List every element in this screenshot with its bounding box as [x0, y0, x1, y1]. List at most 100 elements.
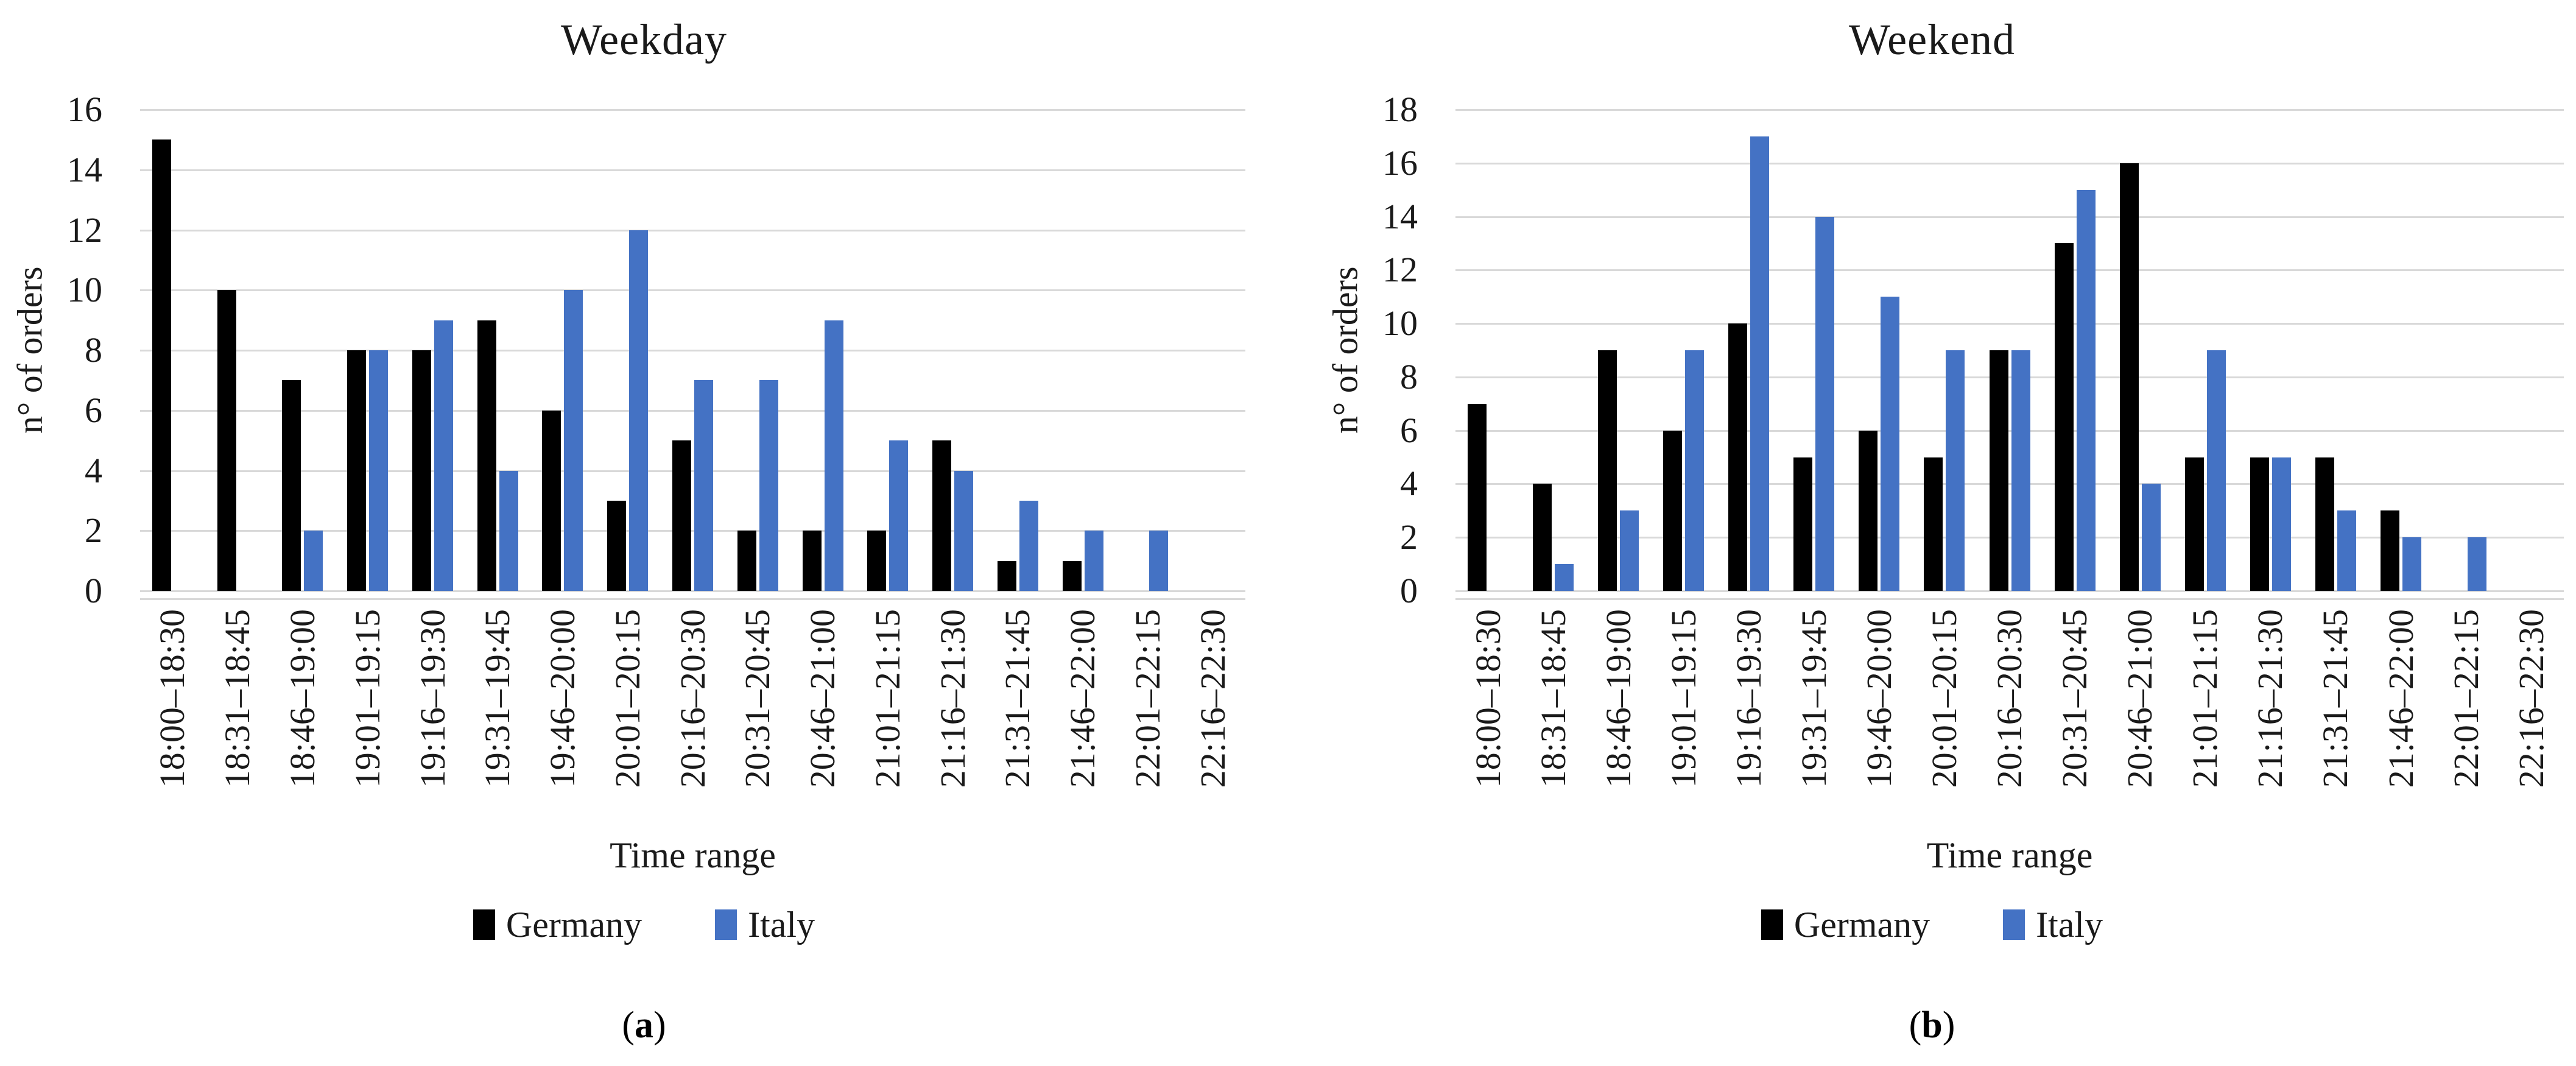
legend-item-germany: Germany	[473, 906, 642, 943]
x-tick-cell: 22:16–22:30	[1180, 609, 1245, 788]
y-tick-label: 2	[1400, 517, 1418, 557]
caption-paren: (	[622, 1004, 635, 1046]
x-tick-label: 19:31–19:45	[1793, 609, 1834, 788]
x-tick-cell: 21:46–22:00	[2368, 609, 2433, 788]
y-tick-label: 14	[1382, 196, 1418, 236]
legend-item-italy: Italy	[715, 906, 815, 943]
gridline	[140, 590, 1245, 592]
bar-germany	[802, 531, 822, 591]
x-tick-cell: 20:31–20:45	[2043, 609, 2108, 788]
x-tick-label: 19:01–19:15	[347, 609, 387, 788]
gridline	[140, 350, 1245, 351]
chart-title: Weekday	[560, 15, 728, 64]
x-tick-label: 20:31–20:45	[2055, 609, 2095, 788]
bar-italy	[1946, 350, 1965, 591]
bar-group-22:16–22:30	[1180, 110, 1245, 591]
bar-group-19:16–19:30	[1716, 110, 1781, 591]
x-tick-label: 18:31–18:45	[217, 609, 258, 788]
figure-weekday: Weekday n° of orders 0 2 4 6 8 10 12 14 16 18:00…	[10, 15, 1245, 1046]
bar-group-21:16–21:30	[2238, 110, 2303, 591]
x-tick-cell: 21:01–21:15	[855, 609, 920, 788]
x-tick-label: 18:00–18:30	[1468, 609, 1508, 788]
x-tick-label: 19:46–20:00	[1859, 609, 1899, 788]
bar-group-20:01–20:15	[1912, 110, 1977, 591]
bar-italy	[1620, 510, 1639, 591]
bar-germany	[1468, 403, 1487, 591]
x-tick-cell: 18:00–18:30	[140, 609, 205, 788]
bar-groups	[1455, 110, 2564, 591]
x-tick-label: 22:01–22:15	[2446, 609, 2486, 788]
bar-italy	[304, 531, 323, 591]
bar-group-21:31–21:45	[985, 110, 1050, 591]
x-tick-label: 19:01–19:15	[1663, 609, 1703, 788]
bar-italy	[1881, 297, 1900, 591]
y-tick-label: 14	[67, 149, 102, 189]
bar-italy	[499, 470, 518, 591]
bar-group-18:00–18:30	[1455, 110, 1521, 591]
bar-group-18:46–19:00	[1586, 110, 1651, 591]
bar-germany	[737, 531, 756, 591]
bar-germany	[217, 290, 236, 591]
x-axis-line	[140, 598, 1245, 600]
bar-group-22:01–22:15	[1115, 110, 1180, 591]
gridline	[1455, 109, 2564, 111]
x-tick-cell: 18:31–18:45	[205, 609, 270, 788]
gridline	[140, 229, 1245, 231]
bar-group-21:46–22:00	[1050, 110, 1116, 591]
x-tick-label: 21:46–22:00	[1063, 609, 1103, 788]
bar-groups	[140, 110, 1245, 591]
bar-italy	[759, 380, 778, 591]
bar-italy	[1750, 136, 1770, 591]
x-tick-label: 21:16–21:30	[932, 609, 973, 788]
y-tick-label: 4	[1400, 464, 1418, 504]
x-tick-label: 18:00–18:30	[152, 609, 192, 788]
x-tick-label: 20:46–21:00	[803, 609, 843, 788]
x-tick-label: 22:16–22:30	[2511, 609, 2551, 788]
bar-group-19:31–19:45	[1781, 110, 1846, 591]
legend-swatch	[715, 909, 737, 940]
bar-group-21:01–21:15	[855, 110, 920, 591]
bar-germany	[1989, 350, 2008, 591]
bar-italy	[2076, 189, 2096, 591]
plot-area	[140, 109, 1245, 600]
bar-italy	[2402, 537, 2421, 591]
x-axis-labels: 18:00–18:30 18:31–18:45 18:46–19:00 19:01–1…	[140, 609, 1245, 788]
bar-group-20:46–21:00	[2108, 110, 2173, 591]
x-tick-label: 21:31–21:45	[998, 609, 1038, 788]
bar-germany	[477, 320, 496, 591]
x-tick-cell: 18:46–19:00	[1586, 609, 1651, 788]
bar-italy	[954, 470, 974, 591]
bar-germany	[672, 440, 691, 591]
x-tick-cell: 19:16–19:30	[400, 609, 465, 788]
legend-item-italy: Italy	[2003, 906, 2103, 943]
bar-group-19:01–19:15	[1651, 110, 1716, 591]
plot-area	[1455, 109, 2564, 600]
bar-group-19:31–19:45	[465, 110, 530, 591]
bar-germany	[1598, 350, 1617, 591]
bar-italy	[1555, 564, 1574, 591]
x-tick-cell: 18:00–18:30	[1455, 609, 1521, 788]
x-tick-cell: 21:01–21:15	[2173, 609, 2238, 788]
bar-group-18:00–18:30	[140, 110, 205, 591]
bar-group-21:31–21:45	[2303, 110, 2368, 591]
bar-germany	[607, 500, 627, 591]
x-tick-label: 21:16–21:30	[2250, 609, 2290, 788]
bar-group-22:01–22:15	[2433, 110, 2499, 591]
bar-italy	[2272, 457, 2291, 591]
x-tick-cell: 19:16–19:30	[1716, 609, 1781, 788]
x-tick-label: 20:01–20:15	[1924, 609, 1965, 788]
bar-italy	[1019, 500, 1038, 591]
x-tick-label: 20:01–20:15	[607, 609, 647, 788]
x-tick-label: 21:01–21:15	[867, 609, 907, 788]
y-axis-ticks: 0 2 4 6 8 10 12 14 16	[11, 92, 102, 609]
x-tick-cell: 22:16–22:30	[2499, 609, 2564, 788]
x-tick-cell: 21:31–21:45	[2303, 609, 2368, 788]
gridline	[1455, 590, 2564, 592]
bar-group-18:31–18:45	[205, 110, 270, 591]
bar-group-18:31–18:45	[1521, 110, 1586, 591]
plot-wrap: n° of orders 0 2 4 6 8 10 12 14 16 18:00–18:30 18…	[10, 92, 1245, 875]
figure-weekend: Weekend n° of orders 0 2 4 6 8 10 12 14 16 18 18:…	[1288, 0, 2576, 1066]
y-axis-ticks: 0 2 4 6 8 10 12 14 16 18	[1326, 92, 1418, 609]
x-tick-cell: 21:16–21:30	[920, 609, 985, 788]
bar-group-19:01–19:15	[335, 110, 400, 591]
